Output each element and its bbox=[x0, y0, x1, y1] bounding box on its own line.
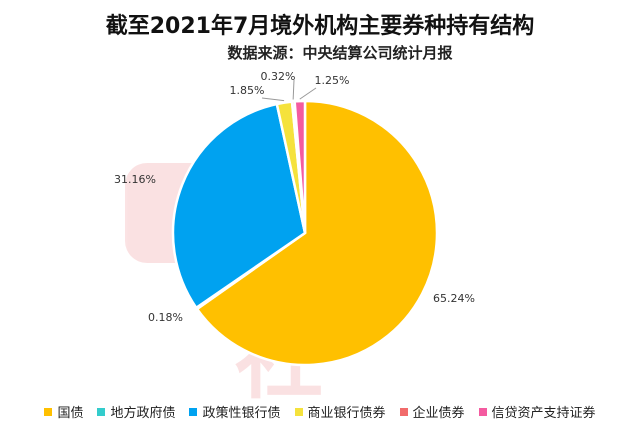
data-label-1: 65.24% bbox=[433, 292, 475, 305]
data-label-5: 0.32% bbox=[261, 70, 296, 83]
legend-item-6: 信贷资产支持证券 bbox=[478, 402, 596, 421]
legend-item-1: 国债 bbox=[44, 402, 83, 421]
pie-slice-1 bbox=[195, 99, 439, 367]
legend-swatch-2 bbox=[97, 407, 106, 416]
data-label-3: 31.16% bbox=[114, 173, 156, 186]
legend-swatch-3 bbox=[189, 407, 198, 416]
legend-label-1: 国债 bbox=[57, 406, 84, 421]
legend-item-3: 政策性银行债 bbox=[189, 402, 281, 421]
legend-swatch-6 bbox=[478, 407, 487, 416]
pie-slice-6 bbox=[293, 99, 307, 234]
legend-swatch-4 bbox=[294, 407, 303, 416]
chart-title: 截至2021年7月境外机构主要券种持有结构 bbox=[105, 14, 535, 39]
pie-slice-3 bbox=[171, 102, 307, 310]
legend-label-4: 商业银行债券 bbox=[307, 406, 386, 421]
legend-label-2: 地方政府债 bbox=[110, 406, 176, 421]
legend-item-2: 地方政府债 bbox=[97, 402, 175, 421]
legend-item-4: 商业银行债券 bbox=[294, 402, 386, 421]
legend-label-6: 信贷资产支持证券 bbox=[491, 406, 596, 421]
data-label-6: 1.25% bbox=[315, 74, 350, 87]
legend: 国债 地方政府债 政策性银行债 商业银行债券 企业债券 信贷资产支持证券 bbox=[0, 402, 640, 421]
legend-label-5: 企业债券 bbox=[412, 406, 465, 421]
leader-line-5 bbox=[292, 79, 295, 100]
leader-line-4 bbox=[261, 97, 285, 102]
leader-line-6 bbox=[299, 87, 317, 100]
legend-swatch-5 bbox=[399, 407, 408, 416]
legend-swatch-1 bbox=[44, 407, 53, 416]
legend-item-5: 企业债券 bbox=[399, 402, 465, 421]
legend-label-3: 政策性银行债 bbox=[202, 406, 281, 421]
data-label-4: 1.85% bbox=[230, 84, 265, 97]
data-label-2: 0.18% bbox=[148, 311, 183, 324]
chart-subtitle: 数据来源：中央结算公司统计月报 bbox=[227, 44, 453, 62]
